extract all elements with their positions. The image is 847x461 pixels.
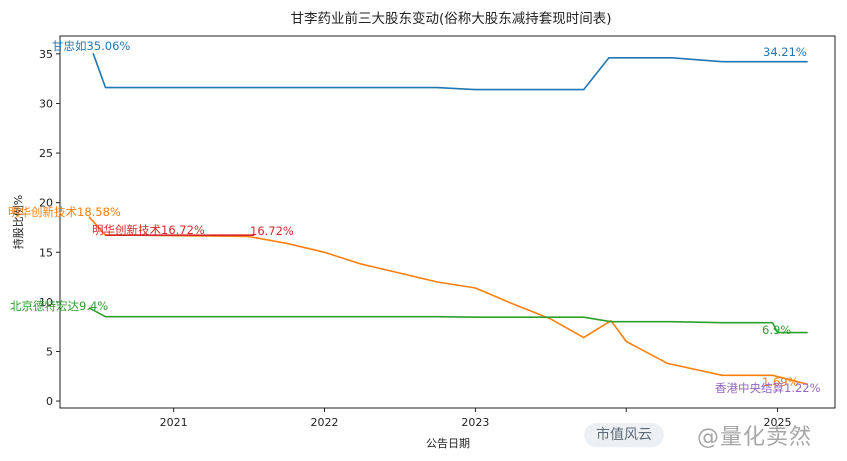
series-end-label-2: 6.9% xyxy=(762,323,791,337)
series-label-2: 北京德特宏达9.4% xyxy=(10,299,108,313)
y-tick-label: 0 xyxy=(46,395,53,408)
x-tick-label: 2025 xyxy=(764,416,792,429)
series-line-0 xyxy=(92,53,808,91)
y-tick-label: 10 xyxy=(39,296,53,309)
series-end-label-3: 16.72% xyxy=(250,224,294,238)
x-tick-label: 2023 xyxy=(461,416,489,429)
series-label-0: 甘忠如35.06% xyxy=(52,39,130,53)
series-line-2 xyxy=(88,307,808,334)
watermark-left: 市值风云 xyxy=(584,423,664,447)
plot-frame xyxy=(59,35,836,409)
series-end-label-1: 1.69% xyxy=(762,375,799,389)
x-tick-label: 2022 xyxy=(311,416,339,429)
y-axis: 0 5 10 15 20 25 30 35 xyxy=(39,48,60,408)
chart-title: 甘李药业前三大股东变动(俗称大股东减持套现时间表) xyxy=(290,10,611,27)
series-line-1 xyxy=(88,216,808,386)
y-tick-label: 30 xyxy=(39,97,53,110)
x-axis-label: 公告日期 xyxy=(426,437,470,450)
series-label-1: 明华创新技术18.58% xyxy=(8,205,121,219)
series-label-3: 明华创新技术16.72% xyxy=(92,223,205,237)
y-tick-label: 35 xyxy=(39,48,53,61)
x-axis: 2021 2022 2023 2025 xyxy=(160,408,792,429)
y-axis-label: 持股比例% xyxy=(11,195,25,249)
y-tick-label: 25 xyxy=(39,147,53,160)
series-label-4: 香港中央结算1.22% xyxy=(715,381,821,395)
y-tick-label: 20 xyxy=(39,197,53,210)
y-tick-label: 15 xyxy=(39,246,53,259)
watermark-right: @量化卖然 xyxy=(697,425,813,450)
plot-area xyxy=(88,53,808,386)
annotations: 甘忠如35.06% 34.21% 明华创新技术18.58% 1.69% 北京德特宏达9.… xyxy=(8,39,821,395)
x-tick-label: 2021 xyxy=(160,416,188,429)
y-tick-label: 5 xyxy=(46,345,53,358)
series-end-label-0: 34.21% xyxy=(763,45,807,59)
